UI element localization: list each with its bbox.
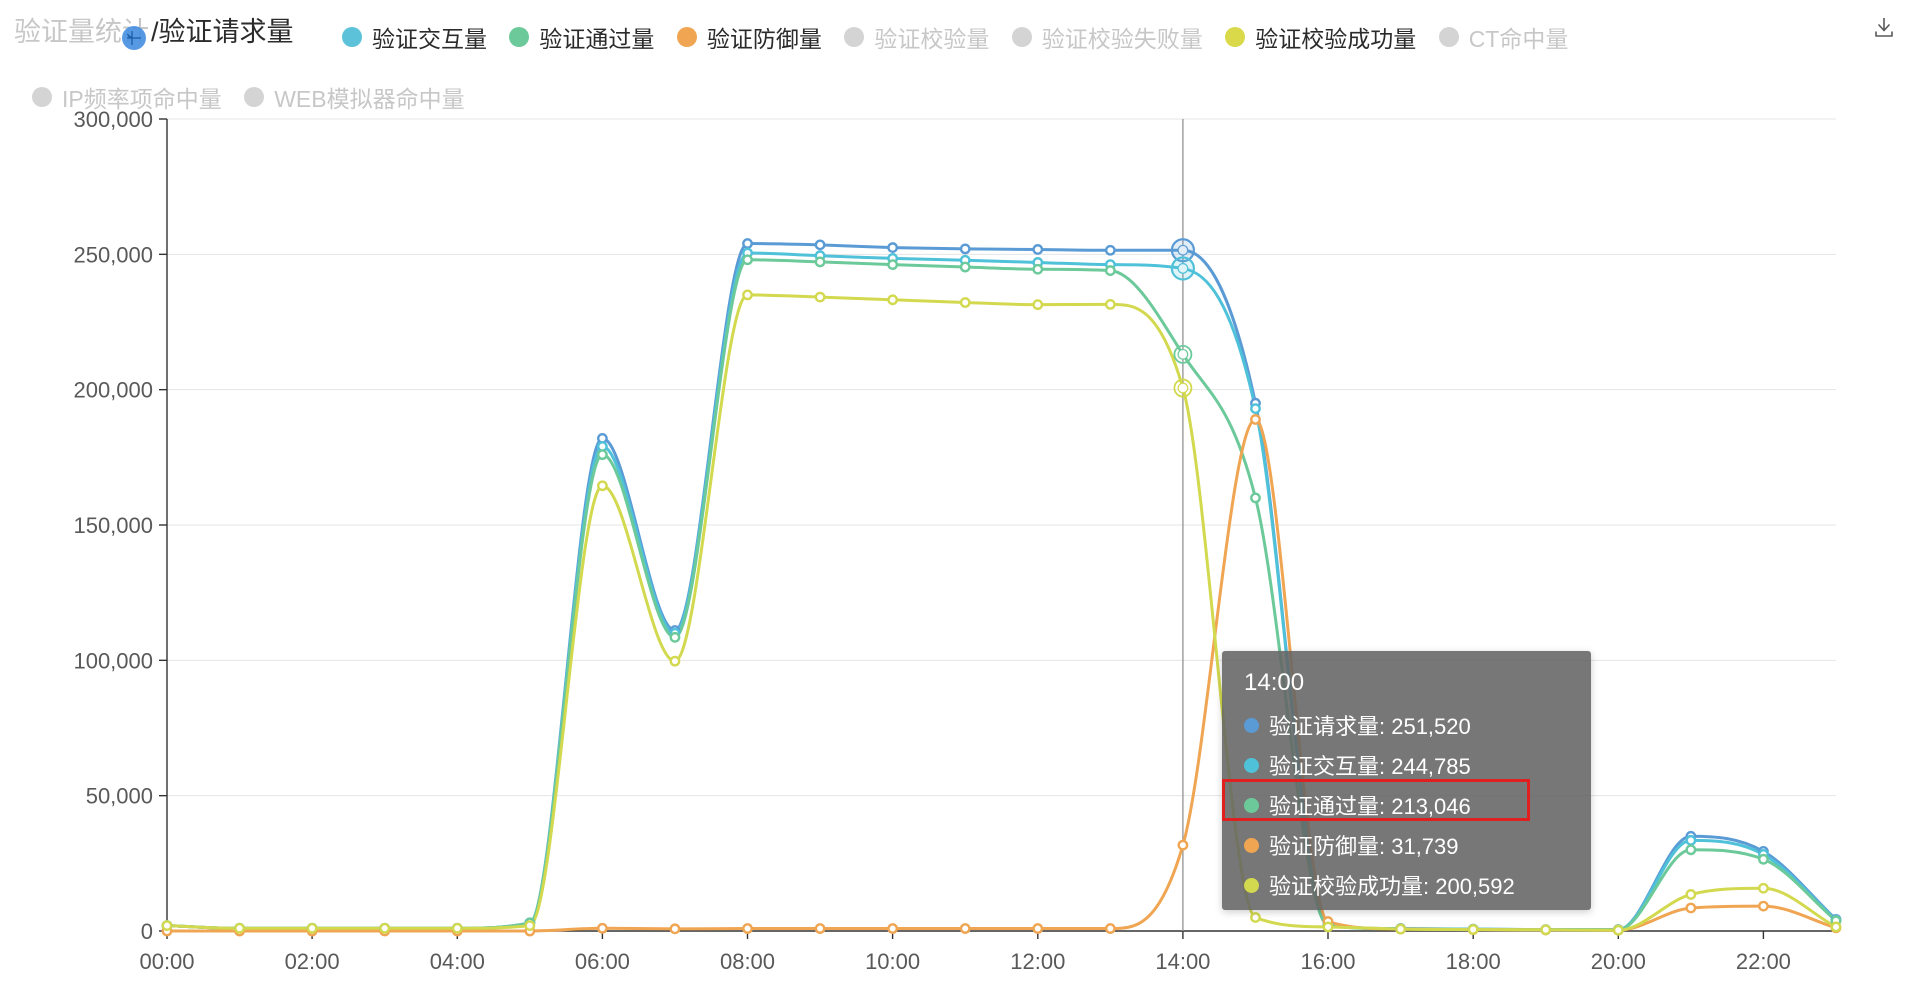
svg-text:250,000: 250,000: [73, 242, 153, 267]
svg-text:22:00: 22:00: [1736, 949, 1791, 974]
svg-text:00:00: 00:00: [139, 949, 194, 974]
svg-text:18:00: 18:00: [1446, 949, 1501, 974]
svg-text:08:00: 08:00: [720, 949, 775, 974]
svg-text:04:00: 04:00: [430, 949, 485, 974]
svg-text:02:00: 02:00: [285, 949, 340, 974]
svg-text:200,000: 200,000: [73, 378, 153, 403]
svg-text:14:00: 14:00: [1155, 949, 1210, 974]
svg-text:10:00: 10:00: [865, 949, 920, 974]
svg-text:300,000: 300,000: [73, 107, 153, 132]
svg-text:0: 0: [141, 919, 153, 944]
svg-text:150,000: 150,000: [73, 513, 153, 538]
svg-text:12:00: 12:00: [1010, 949, 1065, 974]
svg-text:100,000: 100,000: [73, 648, 153, 673]
svg-text:20:00: 20:00: [1591, 949, 1646, 974]
svg-text:16:00: 16:00: [1300, 949, 1355, 974]
svg-text:50,000: 50,000: [86, 784, 153, 809]
svg-text:06:00: 06:00: [575, 949, 630, 974]
